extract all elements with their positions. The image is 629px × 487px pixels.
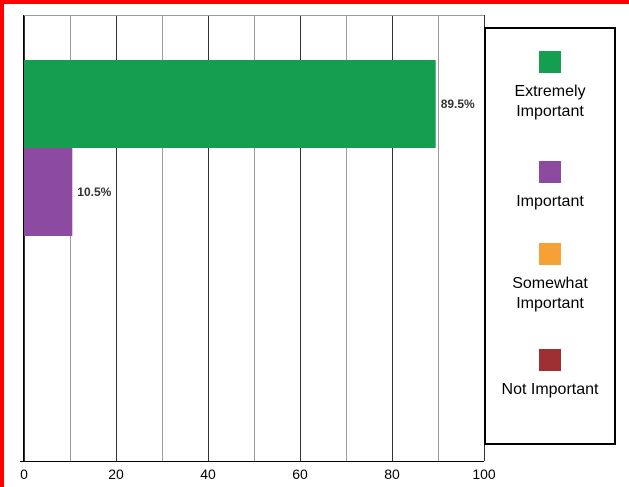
x-tick-label: 60	[292, 466, 308, 482]
data-label: 89.5%	[441, 97, 475, 111]
frame-border-left	[0, 0, 4, 487]
legend-swatch	[539, 51, 561, 73]
legend-item: Not Important	[486, 349, 614, 400]
bar-extremely-important	[24, 60, 436, 148]
frame-border-top	[0, 0, 629, 4]
legend-item: Somewhat Important	[486, 243, 614, 314]
legend-swatch	[539, 161, 561, 183]
bar-important	[24, 148, 73, 236]
data-label: 10.5%	[77, 185, 111, 199]
x-tick-label: 80	[384, 466, 400, 482]
legend-item: Extremely Important	[486, 51, 614, 122]
bars	[24, 60, 436, 236]
chart-legend: Extremely Important Important Somewhat Imp…	[484, 27, 616, 445]
legend-item: Important	[486, 161, 614, 212]
legend-label: Somewhat Important	[512, 275, 588, 312]
x-tick-label: 0	[20, 466, 28, 482]
legend-swatch	[539, 243, 561, 265]
labels: 89.5% 10.5% 0 20 40 60 80 100	[20, 97, 496, 482]
x-tick-label: 40	[200, 466, 216, 482]
legend-label: Extremely Important	[514, 83, 586, 120]
legend-label: Important	[516, 193, 584, 210]
axes	[20, 15, 484, 462]
legend-swatch	[539, 349, 561, 371]
x-tick-label: 100	[472, 466, 496, 482]
x-tick-label: 20	[108, 466, 124, 482]
legend-label: Not Important	[501, 381, 599, 398]
